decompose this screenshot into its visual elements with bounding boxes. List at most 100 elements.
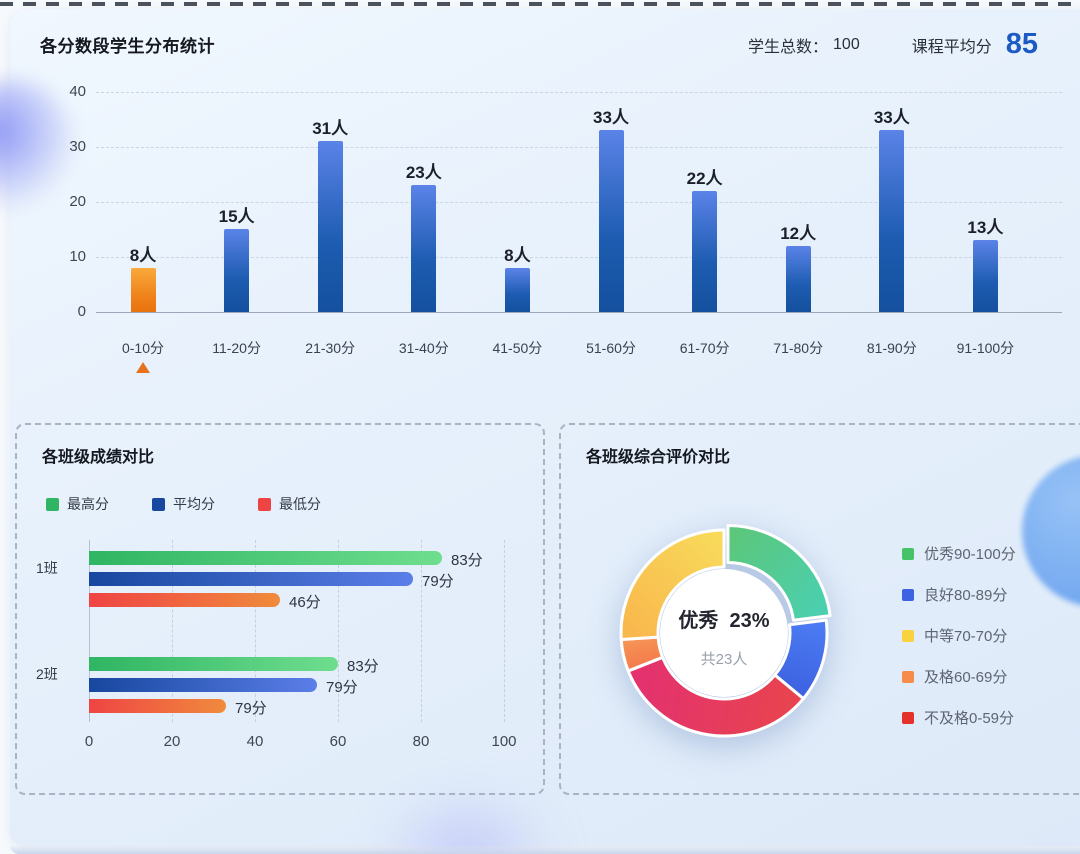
class-compare-panel: 各班级成绩对比 <box>15 423 545 795</box>
bar-value-label: 79分 <box>235 700 267 717</box>
bar-value-label: 79分 <box>326 679 358 696</box>
y-axis-tick-label: 10 <box>69 248 86 265</box>
y-axis-tick-label: 40 <box>69 83 86 100</box>
pie-slice-优秀90-100分[interactable] <box>726 524 832 622</box>
x-axis-tick-label: 0 <box>84 733 94 750</box>
gridline-x-20 <box>172 540 173 722</box>
bar-value-label: 12人 <box>780 224 817 243</box>
top-dashed-border <box>0 2 1080 6</box>
distribution-bar-71-80分[interactable] <box>785 246 811 312</box>
legend-label: 优秀90-100分 <box>924 546 1016 563</box>
bar-value-label: 22人 <box>686 169 723 188</box>
gridline-x-80 <box>421 540 422 722</box>
donut-center-title: 优秀 23% <box>678 610 770 632</box>
class-compare-title: 各班级成绩对比 <box>42 449 155 466</box>
distribution-bar-11-20分[interactable] <box>224 229 250 312</box>
legend-swatch <box>902 629 914 642</box>
total-students-label: 学生总数： <box>748 38 829 56</box>
x-axis-category-label: 91-100分 <box>956 340 1015 356</box>
x-axis-tick-label: 40 <box>246 733 264 750</box>
legend-label: 最高分 <box>67 496 109 512</box>
class-score-bar-2班-最高分[interactable] <box>89 657 338 671</box>
x-axis-tick-label: 20 <box>163 733 181 750</box>
gridline-y-20 <box>96 202 1062 203</box>
bottom-edge <box>10 845 1080 854</box>
class-score-bar-1班-最低分[interactable] <box>89 593 280 607</box>
bar-value-label: 8人 <box>129 246 157 265</box>
legend-label: 平均分 <box>173 496 215 512</box>
bar-value-label: 46分 <box>289 594 321 611</box>
x-axis-category-label: 31-40分 <box>398 340 449 356</box>
evaluation-legend: 优秀90-100分 良好80-89分中等70-70分 及格60-69分不及格0-59… <box>902 533 1016 738</box>
gridline-x-40 <box>255 540 256 722</box>
distribution-title: 各分数段学生分布统计 <box>40 37 215 56</box>
header-stats: 学生总数： 100 课程平均分 85 <box>748 30 1038 59</box>
highlight-marker-triangle <box>136 362 150 373</box>
legend-item-良好80-89分[interactable]: 良好80-89分 <box>902 574 1016 615</box>
class-score-bar-1班-平均分[interactable] <box>89 572 413 586</box>
course-average-stat: 课程平均分 85 <box>912 30 1038 59</box>
distribution-bar-21-30分[interactable] <box>317 141 343 312</box>
x-axis-category-label: 21-30分 <box>305 340 356 356</box>
x-axis-category-label: 51-60分 <box>586 340 636 356</box>
y-axis-category-label: 2班 <box>36 666 58 682</box>
gridline-y-10 <box>96 257 1062 258</box>
distribution-bar-31-40分[interactable] <box>411 185 437 312</box>
evaluation-title: 各班级综合评价对比 <box>586 449 731 466</box>
x-axis-category-label: 11-20分 <box>212 340 261 356</box>
class-score-bar-1班-最高分[interactable] <box>89 551 442 565</box>
x-axis-category-label: 81-90分 <box>866 340 917 356</box>
y-axis-tick-label: 0 <box>77 303 86 320</box>
legend-item-不及格0-59分[interactable]: 不及格0-59分 <box>902 697 1016 738</box>
evaluation-donut-svg <box>619 524 832 738</box>
bar-value-label: 8人 <box>504 246 531 265</box>
class-score-bar-2班-最低分[interactable] <box>89 699 226 713</box>
gridline-x-100 <box>504 540 505 722</box>
x-axis-category-label: 41-50分 <box>492 340 543 356</box>
legend-item-最高分[interactable]: 最高分 <box>46 494 109 514</box>
total-students-stat: 学生总数： 100 <box>748 33 860 57</box>
distribution-bar-91-100分[interactable] <box>972 240 998 312</box>
total-students-value: 100 <box>833 35 860 53</box>
legend-swatch <box>902 711 914 724</box>
y-axis-category-label: 1班 <box>36 560 58 576</box>
course-average-value: 85 <box>1005 28 1038 60</box>
legend-label: 不及格0-59分 <box>924 710 1015 727</box>
legend-label: 最低分 <box>279 496 321 512</box>
legend-item-中等70-70分[interactable]: 中等70-70分 <box>902 615 1016 656</box>
pie-slice-不及格0-59分[interactable] <box>626 655 805 738</box>
legend-swatch <box>902 547 914 560</box>
legend-swatch <box>46 497 59 511</box>
distribution-bar-81-90分[interactable] <box>879 130 905 312</box>
x-axis-category-label: 0-10分 <box>121 340 165 356</box>
gridline-x-0 <box>89 540 90 722</box>
legend-item-最低分[interactable]: 最低分 <box>258 494 321 514</box>
pie-slice-中等70-70分[interactable] <box>619 528 726 641</box>
distribution-bar-0-10分[interactable] <box>130 268 156 312</box>
bar-value-label: 15人 <box>218 207 255 226</box>
gridline-x-60 <box>338 540 339 722</box>
legend-item-及格60-69分[interactable]: 及格60-69分 <box>902 656 1016 697</box>
donut-center-subtitle: 共23人 <box>700 651 748 668</box>
distribution-bar-61-70分[interactable] <box>692 191 718 312</box>
distribution-header: 各分数段学生分布统计 学生总数： 100 课程平均分 85 <box>40 30 1038 59</box>
bar-value-label: 23人 <box>405 163 442 182</box>
bar-value-label: 33人 <box>593 108 629 127</box>
legend-label: 良好80-89分 <box>924 587 1008 604</box>
legend-item-优秀90-100分[interactable]: 优秀90-100分 <box>902 533 1016 574</box>
donut-center-disc <box>660 569 788 697</box>
x-axis-line <box>96 312 1062 313</box>
legend-item-平均分[interactable]: 平均分 <box>152 494 215 514</box>
legend-swatch <box>258 497 271 511</box>
legend-swatch <box>152 497 165 511</box>
gridline-y-40 <box>96 92 1062 93</box>
x-axis-category-label: 71-80分 <box>773 340 824 356</box>
x-axis-category-label: 61-70分 <box>679 340 730 356</box>
x-axis-tick-label: 60 <box>329 733 347 750</box>
legend-swatch <box>902 588 914 601</box>
distribution-bar-51-60分[interactable] <box>598 130 624 312</box>
class-score-bar-2班-平均分[interactable] <box>89 678 317 692</box>
distribution-bar-41-50分[interactable] <box>504 268 530 312</box>
